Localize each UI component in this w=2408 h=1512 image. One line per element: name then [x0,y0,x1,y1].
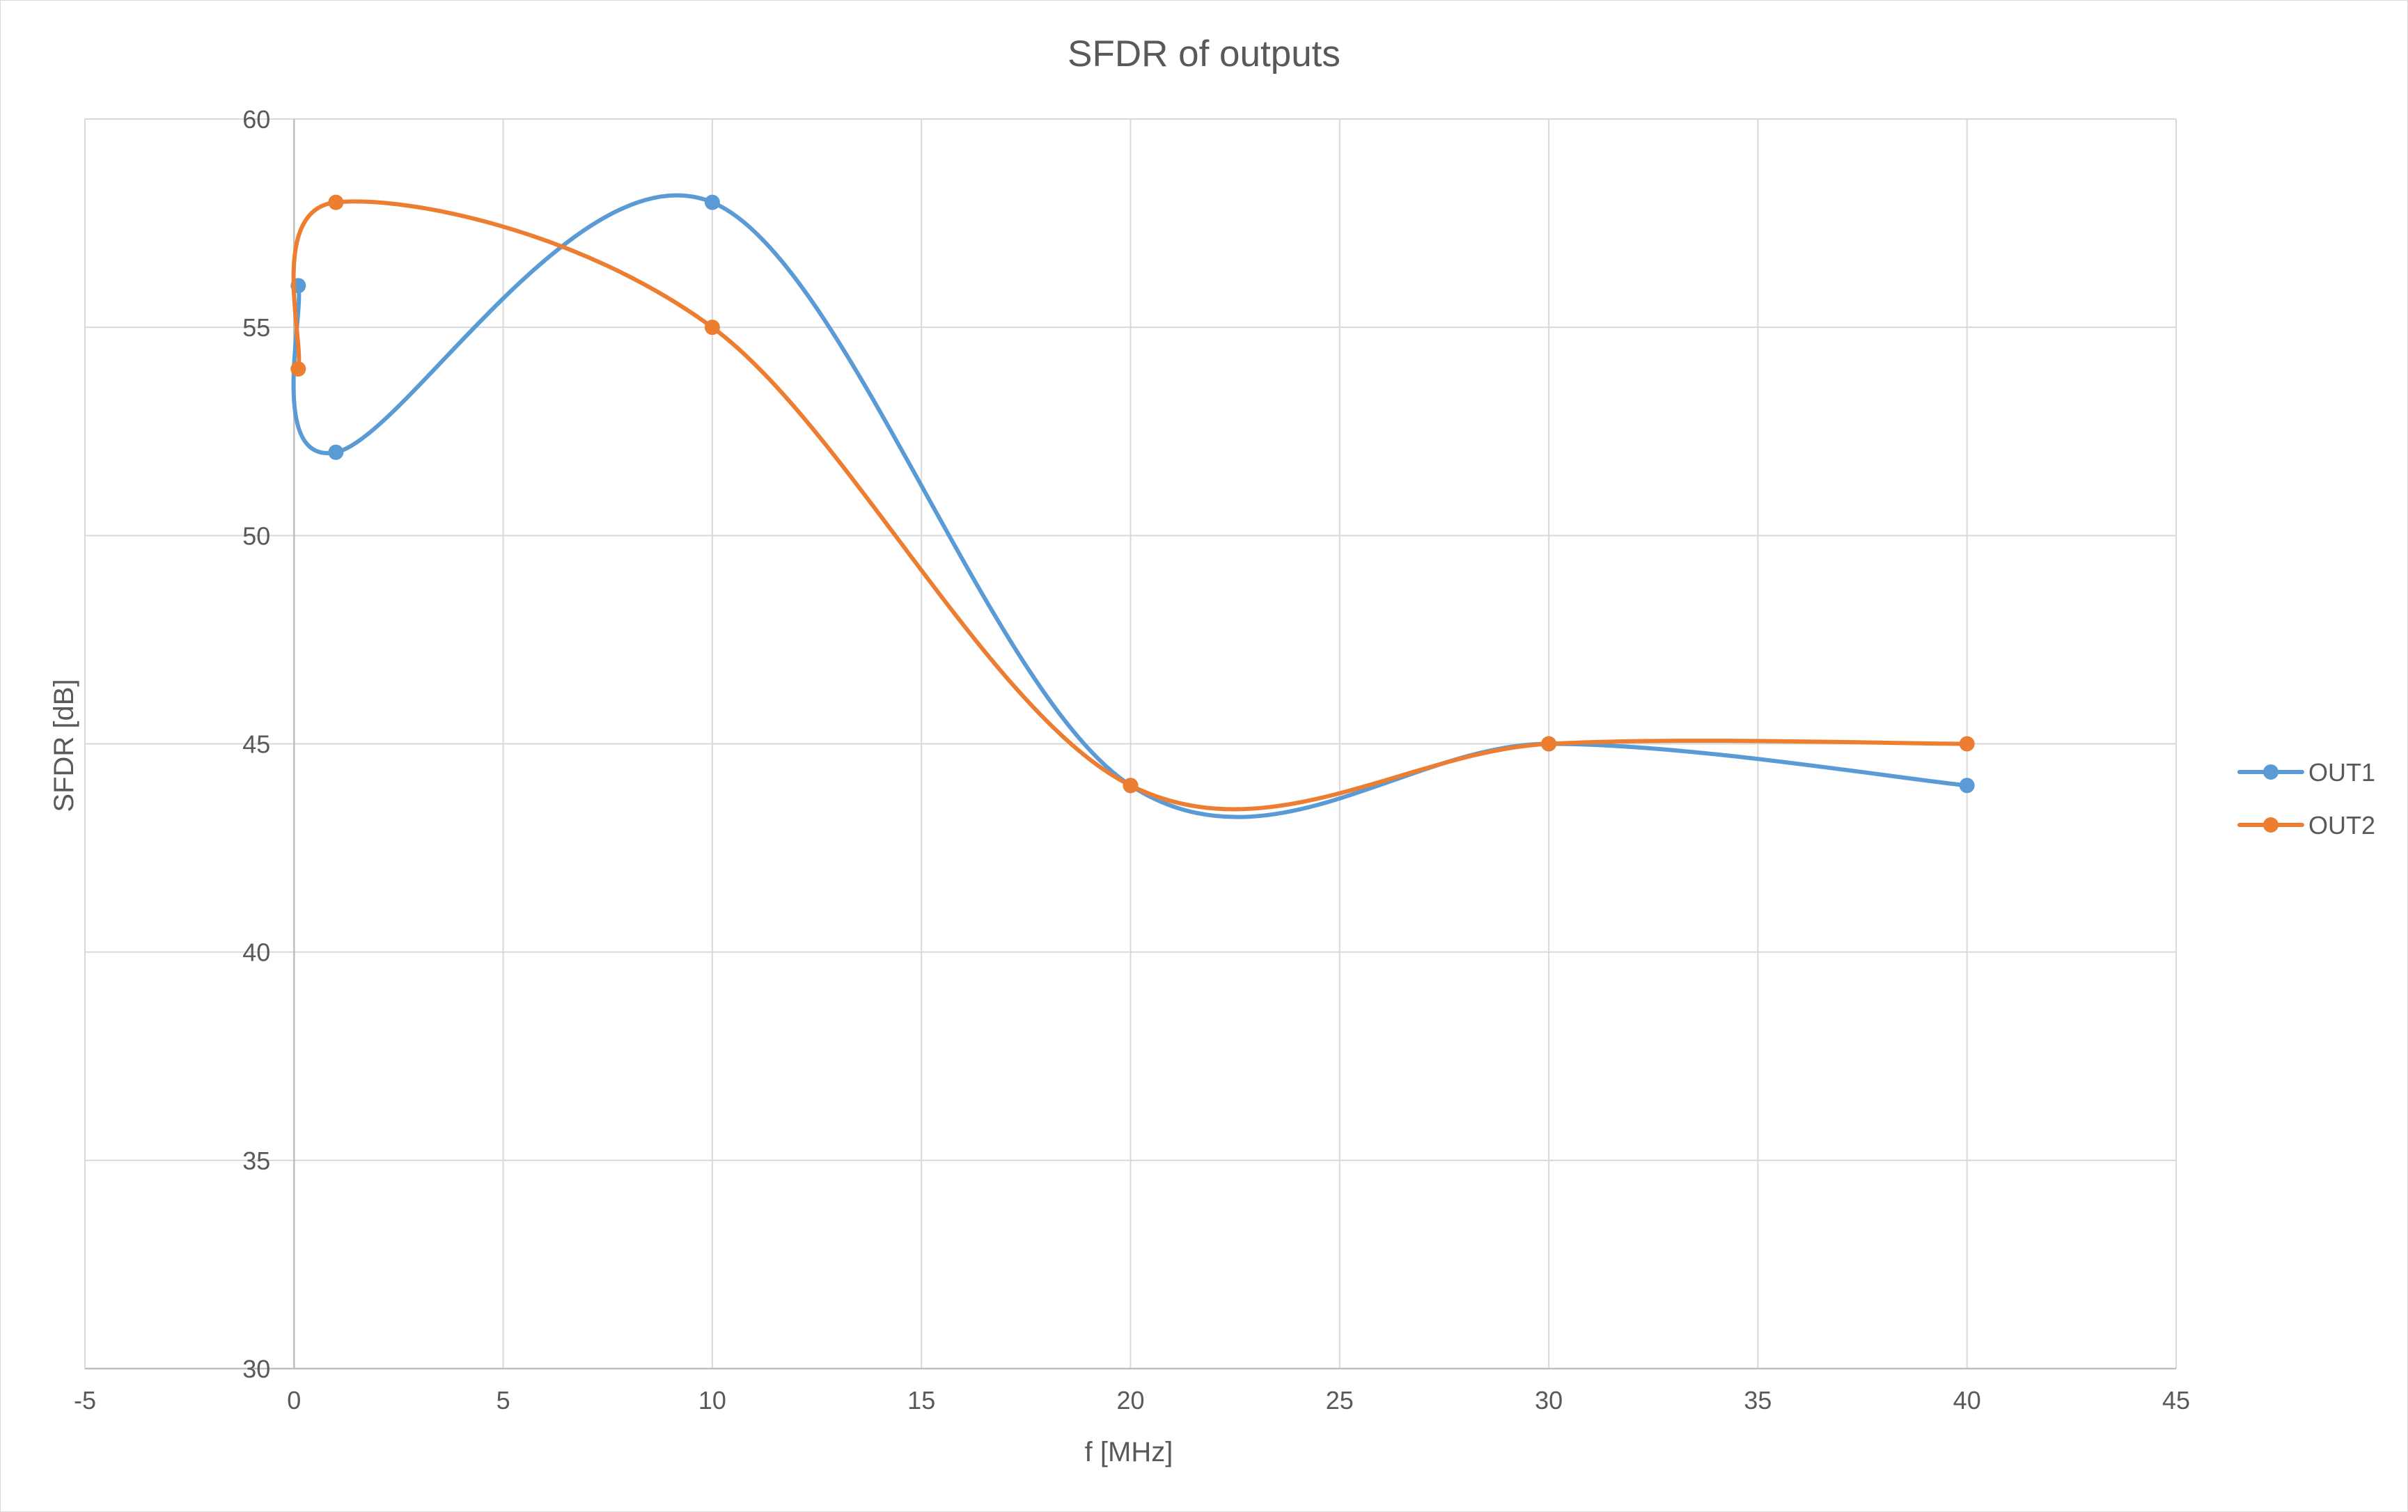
legend-item-out1: OUT1 [2237,758,2375,787]
legend-item-out2: OUT2 [2237,811,2375,840]
legend-marker-out2 [2263,817,2278,833]
y-tick-label: 45 [242,730,270,759]
x-tick-label: 10 [698,1386,726,1415]
x-tick-label: -5 [74,1386,96,1415]
y-tick-label: 50 [242,521,270,550]
x-tick-label: 5 [497,1386,510,1415]
x-tick-label: 40 [1953,1386,1981,1415]
legend-label-out2: OUT2 [2308,811,2375,840]
y-axis-title: SFDR [dB] [49,679,79,812]
series-out2 [290,194,1975,812]
y-tick-label: 30 [242,1355,270,1383]
series-group [290,193,1975,819]
x-tick-label: 0 [287,1386,301,1415]
data-point-out2 [1541,736,1557,752]
x-tick-label: 15 [907,1386,935,1415]
x-tick-label: 25 [1326,1386,1354,1415]
y-tick-label: 60 [242,105,270,134]
data-point-out1 [704,194,720,210]
x-tick-label: 35 [1744,1386,1772,1415]
y-tick-label: 40 [242,938,270,967]
data-point-out2 [1959,736,1975,752]
data-point-out2 [290,361,306,377]
data-point-out2 [328,194,344,210]
tick-labels: -5 0 5 10 15 20 25 30 35 40 45 30 35 40 45 50 55 60 [74,105,2190,1415]
legend-label-out1: OUT1 [2308,758,2375,787]
x-axis-title: f [MHz] [1085,1437,1173,1467]
legend-marker-out1 [2263,764,2278,780]
legend: OUT1 OUT2 [2237,758,2375,840]
y-tick-label: 55 [242,313,270,342]
x-tick-label: 20 [1116,1386,1144,1415]
data-point-out1 [328,444,344,460]
data-point-out2 [1123,778,1139,794]
data-point-out2 [704,320,720,336]
axes [85,119,2176,1370]
data-point-out1 [1959,778,1975,794]
y-tick-label: 35 [242,1147,270,1175]
chart-title: SFDR of outputs [1068,33,1340,74]
x-tick-label: 45 [2162,1386,2190,1415]
x-tick-label: 30 [1535,1386,1563,1415]
series-out1 [290,193,1975,819]
